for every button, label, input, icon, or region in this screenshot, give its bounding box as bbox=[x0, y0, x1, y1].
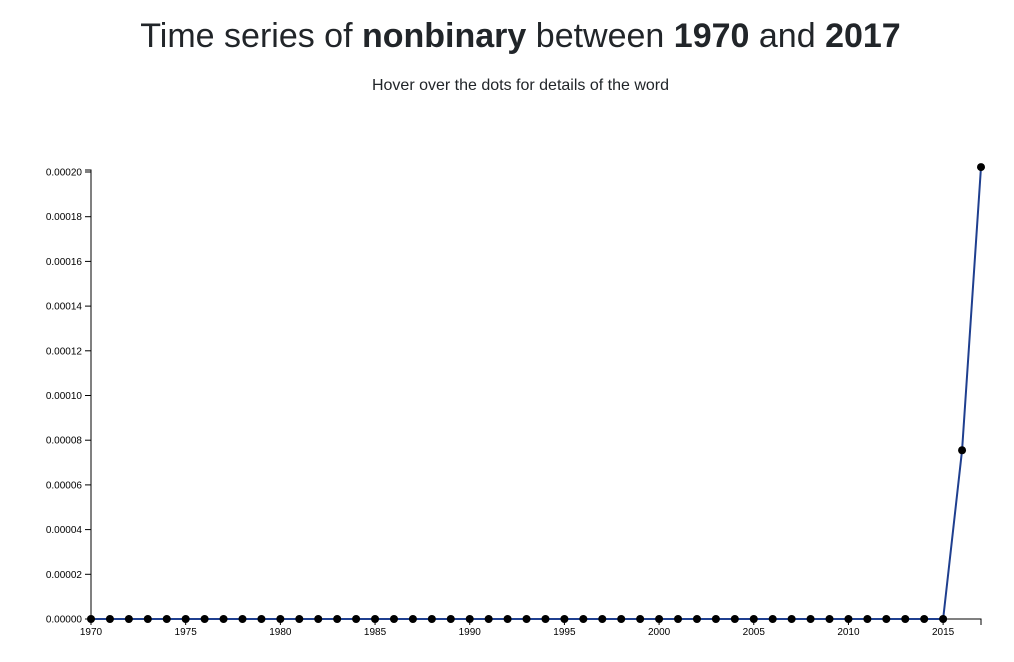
series-line bbox=[91, 167, 982, 620]
x-tick-label: 1980 bbox=[269, 627, 292, 638]
chart-subtitle: Hover over the dots for details of the w… bbox=[371, 77, 670, 94]
x-tick-label: 2015 bbox=[932, 627, 955, 638]
y-axis: 0.00000 0.00002 0.00004 0.00006 0.00008 0.000… bbox=[46, 168, 92, 626]
title-prefix: Time series of bbox=[140, 17, 353, 55]
data-point[interactable] bbox=[352, 615, 361, 623]
data-point[interactable] bbox=[692, 615, 701, 623]
data-point[interactable] bbox=[257, 615, 266, 623]
y-tick-label: 0.00006 bbox=[46, 480, 83, 491]
y-tick-label: 0.00008 bbox=[46, 436, 83, 447]
data-point[interactable] bbox=[87, 615, 95, 623]
y-tick-label: 0.00020 bbox=[46, 168, 83, 179]
y-tick-label: 0.00000 bbox=[46, 615, 83, 626]
data-point[interactable] bbox=[920, 615, 929, 623]
data-point[interactable] bbox=[427, 615, 436, 623]
y-tick-label: 0.00004 bbox=[46, 525, 83, 536]
x-tick-label: 1995 bbox=[553, 627, 576, 638]
x-tick-label: 1975 bbox=[175, 627, 198, 638]
data-point[interactable] bbox=[825, 615, 834, 623]
data-point[interactable] bbox=[617, 615, 626, 623]
y-axis-line bbox=[85, 169, 92, 620]
data-point[interactable] bbox=[238, 615, 247, 623]
x-tick-label: 1985 bbox=[364, 627, 387, 638]
data-point[interactable] bbox=[143, 615, 152, 623]
data-point[interactable] bbox=[882, 615, 891, 623]
data-point[interactable] bbox=[655, 615, 664, 623]
data-point[interactable] bbox=[522, 615, 531, 623]
x-tick-label: 2010 bbox=[837, 627, 860, 638]
y-tick-label: 0.00010 bbox=[46, 391, 83, 402]
data-point[interactable] bbox=[636, 615, 645, 623]
data-point[interactable] bbox=[105, 615, 114, 623]
title-word: nonbinary bbox=[361, 17, 527, 55]
data-point[interactable] bbox=[295, 615, 304, 623]
x-tick-label: 1970 bbox=[80, 627, 103, 638]
data-point[interactable] bbox=[371, 615, 380, 623]
data-point[interactable] bbox=[844, 615, 853, 623]
data-point[interactable] bbox=[901, 615, 910, 623]
data-point[interactable] bbox=[806, 615, 815, 623]
y-tick-label: 0.00002 bbox=[46, 570, 83, 581]
data-point[interactable] bbox=[863, 615, 872, 623]
y-tick-label: 0.00014 bbox=[46, 302, 83, 313]
data-point[interactable] bbox=[711, 615, 720, 623]
data-point[interactable] bbox=[389, 615, 398, 623]
data-point[interactable] bbox=[314, 615, 323, 623]
chart-title: Time series of nonbinary between 1970 an… bbox=[0, 12, 1014, 60]
data-point[interactable] bbox=[939, 615, 948, 623]
data-point[interactable] bbox=[598, 615, 607, 623]
data-point[interactable] bbox=[768, 615, 777, 623]
data-point[interactable] bbox=[730, 615, 739, 623]
data-point[interactable] bbox=[446, 615, 455, 623]
series-group bbox=[87, 163, 985, 623]
title-end-year: 2017 bbox=[825, 17, 901, 55]
title-and: and bbox=[758, 17, 816, 55]
data-point[interactable] bbox=[333, 615, 342, 623]
data-point[interactable] bbox=[541, 615, 550, 623]
data-point[interactable] bbox=[465, 615, 474, 623]
y-tick-label: 0.00016 bbox=[46, 257, 83, 268]
data-point[interactable] bbox=[408, 615, 417, 623]
data-point[interactable] bbox=[124, 615, 133, 623]
y-tick-label: 0.00012 bbox=[46, 346, 83, 357]
x-tick-label: 1990 bbox=[459, 627, 482, 638]
data-point[interactable] bbox=[181, 615, 190, 623]
title-start-year: 1970 bbox=[673, 17, 750, 55]
data-point[interactable] bbox=[484, 615, 493, 623]
data-point[interactable] bbox=[162, 615, 171, 623]
data-point[interactable] bbox=[219, 615, 228, 623]
data-point[interactable] bbox=[749, 615, 758, 623]
data-point[interactable] bbox=[560, 615, 569, 623]
title-between: between bbox=[535, 17, 665, 55]
data-point[interactable] bbox=[503, 615, 512, 623]
data-point[interactable] bbox=[787, 615, 796, 623]
data-point[interactable] bbox=[674, 615, 683, 623]
y-tick-label: 0.00018 bbox=[46, 212, 83, 223]
data-point[interactable] bbox=[276, 615, 285, 623]
x-tick-label: 2005 bbox=[743, 627, 766, 638]
x-tick-label: 2000 bbox=[648, 627, 671, 638]
data-point[interactable] bbox=[579, 615, 588, 623]
data-point[interactable] bbox=[958, 446, 967, 455]
data-point[interactable] bbox=[977, 163, 985, 172]
data-point[interactable] bbox=[200, 615, 209, 623]
